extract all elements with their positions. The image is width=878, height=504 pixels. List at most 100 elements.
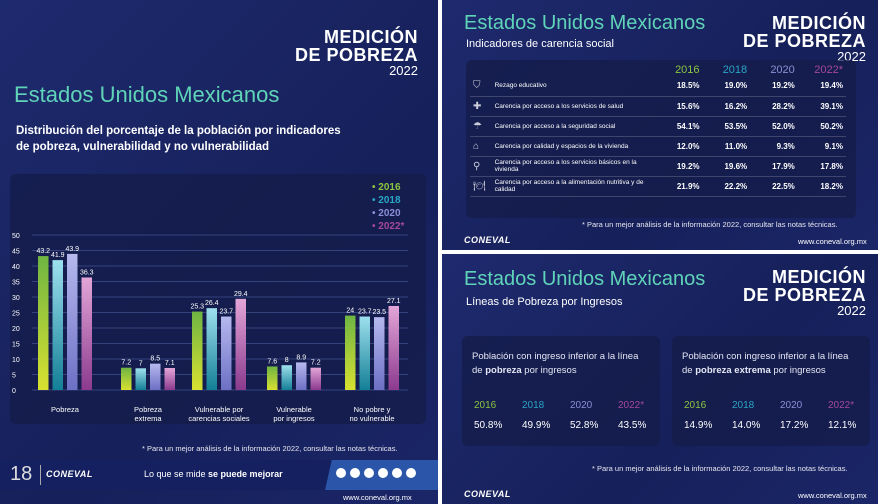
x-label-line: por ingresos <box>273 414 315 423</box>
logo-year: 2022 <box>389 63 418 78</box>
y-tick-label: 50 <box>12 233 20 240</box>
year-label: 2022* <box>828 400 855 411</box>
chart-legend: • 2016 • 2018 • 2020 • 2022* <box>372 181 404 233</box>
bar-2016-2 <box>192 311 203 390</box>
logo-line2: DE POBREZA <box>742 31 866 51</box>
x-label-line: Pobreza <box>51 405 79 414</box>
y-tick-label: 35 <box>12 280 20 287</box>
indicator-value: 19.2% <box>750 76 798 97</box>
data-label: 24 <box>346 308 354 315</box>
card-text-line1: Población con ingreso inferior a la líne… <box>472 351 639 362</box>
bar-2022-3 <box>310 367 321 390</box>
indicator-value: 19.6% <box>702 156 751 177</box>
y-tick-label: 25 <box>12 311 20 318</box>
x-label: Pobreza extrema <box>108 405 188 423</box>
slogan: Lo que se mide se puede mejorar <box>144 469 283 479</box>
y-tick-label: 20 <box>12 326 20 333</box>
y-tick-label: 5 <box>12 373 16 380</box>
bar-2016-4 <box>345 315 356 390</box>
18-years-badge: 18 <box>10 463 33 485</box>
year-header: 2016 <box>675 64 700 76</box>
year-label: 2020 <box>780 400 803 411</box>
technical-note: * Para un mejor análisis de la informaci… <box>582 220 838 229</box>
x-label-line: carencias sociales <box>188 414 250 423</box>
coneval-logo: CONEVAL <box>46 469 93 479</box>
bar-2022-4 <box>388 305 399 390</box>
podcast-icon[interactable] <box>406 468 416 478</box>
indicator-value: 9.1% <box>797 136 846 157</box>
percent-value: 14.0% <box>732 420 761 431</box>
percent-value: 50.8% <box>474 420 503 431</box>
chart-card <box>10 174 426 424</box>
x-label-line: Vulnerable <box>276 405 312 414</box>
data-label: 43.9 <box>65 246 79 253</box>
data-label: 7.2 <box>311 360 321 367</box>
website-link[interactable]: www.coneval.org.mx <box>798 237 867 246</box>
data-label: 36.3 <box>80 269 94 276</box>
facebook-icon[interactable] <box>336 468 346 478</box>
x-label-line: No pobre y <box>353 405 391 414</box>
data-label: 7.6 <box>267 358 277 365</box>
food-icon: 🍽 <box>470 176 492 197</box>
web-icon[interactable] <box>392 468 402 478</box>
chart-subtitle-1: Distribución del porcentaje de la poblac… <box>16 125 341 137</box>
year-label: 2018 <box>522 400 545 411</box>
percent-value: 43.5% <box>618 420 647 431</box>
bar-2018-1 <box>135 368 146 390</box>
bar-2022-2 <box>235 298 246 390</box>
table-row: 🍽 Carencia por acceso a la alimentación n… <box>470 176 846 197</box>
indicator-value: 22.2% <box>702 176 751 197</box>
income-subtitle: Líneas de Pobreza por Ingresos <box>466 296 623 308</box>
year-label: 2016 <box>474 400 497 411</box>
percent-value: 14.9% <box>684 420 713 431</box>
indicator-value: 15.6% <box>654 96 703 117</box>
indicator-value: 54.1% <box>654 116 703 137</box>
logo-line1: MEDICIÓN <box>324 27 418 47</box>
percent-value: 12.1% <box>828 420 857 431</box>
logo-year: 2022 <box>837 49 866 64</box>
indicator-value: 53.5% <box>702 116 751 137</box>
table-row: ⚲ Carencia por acceso a los servicios bás… <box>470 156 846 177</box>
year-header: 2022* <box>814 64 843 76</box>
x-icon[interactable] <box>350 468 360 478</box>
percent-value: 52.8% <box>570 420 599 431</box>
data-label: 23.5 <box>372 309 386 316</box>
page-title: Estados Unidos Mexicanos <box>14 82 280 107</box>
x-label-line: Vulnerable por <box>194 405 244 414</box>
indicator-value: 19.2% <box>654 156 703 177</box>
legend-2018: • 2018 <box>372 195 401 206</box>
technical-note: * Para un mejor análisis de la informaci… <box>142 444 398 453</box>
data-label: 26.4 <box>205 300 219 307</box>
x-label: Pobreza <box>25 405 105 414</box>
income-card: Población con ingreso inferior a la líne… <box>462 336 660 446</box>
y-tick-label: 30 <box>12 295 20 302</box>
indicator-value: 28.2% <box>750 96 798 117</box>
health-icon: ✚ <box>470 96 492 117</box>
instagram-icon[interactable] <box>364 468 374 478</box>
youtube-icon[interactable] <box>378 468 388 478</box>
data-label: 8.5 <box>150 356 160 363</box>
indicator-value: 18.5% <box>654 76 703 97</box>
faucet-icon: ⚲ <box>470 156 492 177</box>
bar-2016-0 <box>38 256 49 390</box>
website-link[interactable]: www.coneval.org.mx <box>343 493 412 502</box>
data-label: 7 <box>139 360 143 367</box>
bar-2018-2 <box>206 308 217 390</box>
data-label: 43.2 <box>36 248 50 255</box>
legend-2016: • 2016 <box>372 182 401 193</box>
education-icon: ⛉ <box>470 76 492 97</box>
medicion-pobreza-logo: MEDICIÓN DE POBREZA 2022 <box>743 14 866 63</box>
poverty-distribution-panel: MEDICIÓN DE POBREZA 2022 Estados Unidos … <box>0 0 438 504</box>
indicator-value: 50.2% <box>797 116 846 137</box>
indicators-table: 2016 2018 2020 2022* ⛉ Rezago educativo 18.5%… <box>470 64 846 197</box>
data-label: 23.7 <box>219 309 233 316</box>
bar-2018-3 <box>281 365 292 390</box>
bar-2020-0 <box>67 253 78 390</box>
data-label: 27.1 <box>387 298 401 305</box>
website-link[interactable]: www.coneval.org.mx <box>798 491 867 500</box>
bar-2018-4 <box>359 316 370 390</box>
data-label: 25.3 <box>190 304 204 311</box>
medicion-pobreza-logo: MEDICIÓN DE POBREZA 2022 <box>295 28 418 77</box>
page-title: Estados Unidos Mexicanos <box>464 268 706 290</box>
indicator-value: 9.3% <box>750 136 798 157</box>
